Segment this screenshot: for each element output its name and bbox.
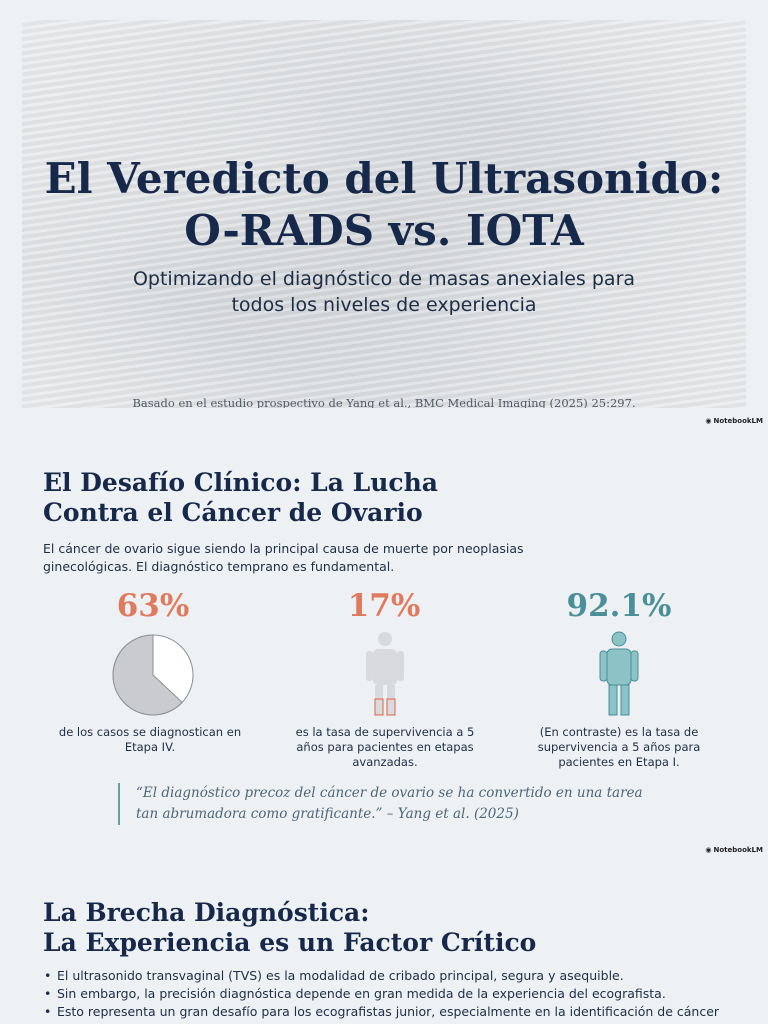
stat-desc-stage-iv: de los casos se diagnostican en Etapa IV… bbox=[58, 725, 242, 754]
brand-watermark-2: ◉ NotebookLM bbox=[705, 846, 763, 854]
brand-watermark-1: ◉ NotebookLM bbox=[705, 417, 763, 425]
hero-title-line-1: El Veredicto del Ultrasonido: bbox=[44, 154, 724, 203]
stat-value-stage-i-survival: 92.1% bbox=[566, 588, 672, 624]
person-faded-icon bbox=[366, 632, 404, 716]
hero-subtitle: Optimizando el diagnóstico de masas anex… bbox=[112, 266, 656, 318]
stat-value-stage-iv: 63% bbox=[116, 588, 190, 624]
challenge-intro: El cáncer de ovario sigue siendo la prin… bbox=[43, 541, 524, 574]
notebooklm-logo-icon: ◉ bbox=[705, 846, 712, 854]
stat-value-advanced-survival: 17% bbox=[347, 588, 421, 624]
gap-title: La Brecha Diagnóstica: La Experiencia es… bbox=[43, 898, 536, 958]
person-healthy-icon bbox=[599, 631, 639, 716]
challenge-title: El Desafío Clínico: La Lucha Contra el C… bbox=[43, 468, 438, 528]
challenge-title-line-2: Contra el Cáncer de Ovario bbox=[43, 498, 423, 527]
challenge-title-line-1: El Desafío Clínico: La Lucha bbox=[43, 468, 438, 497]
notebooklm-logo-icon: ◉ bbox=[705, 417, 712, 425]
quote-line-1: “El diagnóstico precoz del cáncer de ova… bbox=[136, 785, 643, 801]
quote-line-2: tan abrumadora como gratificante.” – Yan… bbox=[136, 806, 519, 822]
gap-bullet: Sin embargo, la precisión diagnóstica de… bbox=[44, 985, 744, 1003]
gap-bullet: Esto representa un gran desafío para los… bbox=[44, 1003, 744, 1021]
pie-slice-stage-iv bbox=[112, 634, 183, 716]
gap-title-line-2: La Experiencia es un Factor Crítico bbox=[43, 928, 537, 957]
hero-citation: Basado en el estudio prospectivo de Yang… bbox=[132, 396, 636, 408]
hero-subtitle-line-2: todos los niveles de experiencia bbox=[231, 294, 537, 316]
stat-desc-stage-i-survival: (En contraste) es la tasa de supervivenc… bbox=[537, 725, 701, 769]
hero-title: El Veredicto del Ultrasonido: O-RADS vs.… bbox=[22, 153, 746, 257]
gap-bullet: El ultrasonido transvaginal (TVS) es la … bbox=[44, 967, 744, 985]
brand-label: NotebookLM bbox=[713, 417, 763, 425]
gap-bullet-list: El ultrasonido transvaginal (TVS) es la … bbox=[44, 967, 744, 1021]
gap-title-line-1: La Brecha Diagnóstica: bbox=[43, 898, 370, 927]
study-quote: “El diagnóstico precoz del cáncer de ova… bbox=[118, 783, 696, 825]
hero-subtitle-line-1: Optimizando el diagnóstico de masas anex… bbox=[132, 268, 636, 290]
pie-chart-icon bbox=[112, 634, 194, 716]
hero-banner: El Veredicto del Ultrasonido: O-RADS vs.… bbox=[22, 20, 746, 408]
hero-title-line-2: O-RADS vs. IOTA bbox=[184, 206, 584, 255]
stat-desc-advanced-survival: es la tasa de supervivencia a 5 años par… bbox=[295, 725, 475, 769]
ultrasound-background bbox=[22, 20, 746, 408]
brand-label: NotebookLM bbox=[713, 846, 763, 854]
